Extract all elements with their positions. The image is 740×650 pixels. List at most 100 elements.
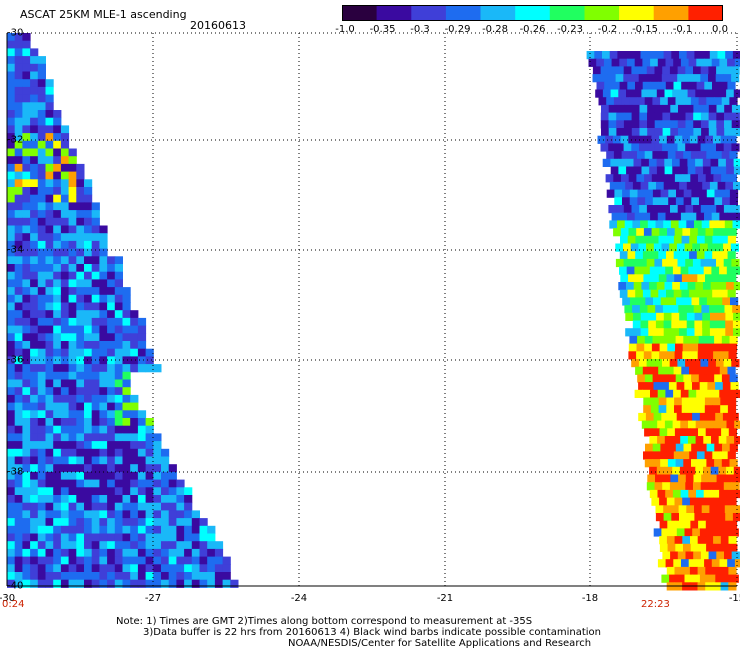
left-swath-cell bbox=[22, 264, 31, 273]
right-swath-cell bbox=[649, 420, 658, 429]
right-swath-cell bbox=[718, 466, 727, 475]
left-swath-cell bbox=[68, 179, 77, 188]
right-swath-cell bbox=[674, 405, 683, 414]
right-swath-cell bbox=[696, 289, 705, 298]
right-swath-cell bbox=[675, 459, 684, 468]
left-swath-cell bbox=[184, 495, 193, 504]
left-swath-cell bbox=[137, 425, 147, 434]
right-swath-cell bbox=[595, 89, 604, 98]
right-swath-cell bbox=[650, 251, 659, 260]
right-swath-cell bbox=[699, 382, 708, 391]
left-swath-cell bbox=[114, 279, 123, 288]
left-swath-cell bbox=[30, 487, 39, 496]
left-swath-cell bbox=[7, 63, 16, 72]
left-swath-cell bbox=[22, 348, 31, 357]
left-swath-cell bbox=[114, 433, 123, 442]
colorbar-segment bbox=[376, 5, 412, 21]
right-swath-cell bbox=[629, 151, 638, 160]
left-swath-cell bbox=[176, 525, 185, 534]
right-swath-cell bbox=[631, 112, 640, 121]
left-swath-cell bbox=[22, 217, 31, 226]
right-swath-cell bbox=[688, 81, 698, 90]
left-swath-cell bbox=[84, 448, 93, 457]
left-swath-cell bbox=[37, 541, 46, 550]
right-swath-cell bbox=[634, 389, 643, 398]
right-swath-cell bbox=[731, 551, 740, 560]
right-swath-cell bbox=[655, 51, 665, 60]
right-swath-cell bbox=[712, 235, 721, 244]
right-swath-time: 22:23 bbox=[641, 599, 670, 610]
right-swath-cell bbox=[637, 297, 646, 306]
right-swath-cell bbox=[673, 559, 682, 568]
right-swath-cell bbox=[600, 112, 609, 121]
right-swath-cell bbox=[707, 412, 716, 422]
left-swath-cell bbox=[145, 456, 154, 465]
right-swath-cell bbox=[662, 104, 671, 114]
right-swath-cell bbox=[649, 282, 658, 291]
right-swath-cell bbox=[709, 320, 718, 329]
left-swath-cell bbox=[30, 264, 39, 273]
right-swath-cell bbox=[681, 81, 690, 90]
colorbar-tick-label: -0.2 bbox=[597, 24, 618, 35]
right-swath-cell bbox=[650, 366, 659, 375]
right-swath-cell bbox=[631, 128, 640, 137]
left-swath-cell bbox=[30, 248, 39, 257]
right-swath-cell bbox=[721, 459, 730, 468]
left-swath-cell bbox=[53, 387, 62, 396]
colorbar-tick-label: 0.0 bbox=[712, 24, 728, 35]
right-swath-cell bbox=[616, 112, 625, 121]
left-swath-cell bbox=[14, 94, 23, 103]
right-swath-cell bbox=[616, 120, 625, 129]
left-swath-cell bbox=[14, 310, 23, 319]
left-swath-cell bbox=[37, 556, 46, 565]
left-swath-cell bbox=[130, 448, 139, 457]
right-swath-cell bbox=[654, 359, 663, 368]
left-swath-cell bbox=[99, 287, 108, 296]
right-swath-cell bbox=[658, 251, 667, 260]
left-swath-cell bbox=[30, 302, 39, 311]
right-swath-cell bbox=[723, 205, 733, 214]
left-swath-cell bbox=[60, 379, 70, 388]
right-swath-cell bbox=[714, 297, 723, 306]
left-swath-cell bbox=[76, 548, 85, 558]
right-swath-cell bbox=[637, 189, 646, 198]
right-swath-cell bbox=[655, 505, 664, 514]
left-swath-cell bbox=[68, 548, 77, 558]
right-swath-cell bbox=[673, 251, 682, 260]
right-swath-cell bbox=[658, 451, 667, 460]
right-swath-cell bbox=[613, 151, 623, 160]
left-swath-cell bbox=[99, 402, 108, 411]
left-swath-cell bbox=[68, 248, 77, 257]
right-swath-cell bbox=[709, 305, 718, 314]
left-swath-cell bbox=[99, 264, 108, 273]
right-swath-cell bbox=[698, 97, 707, 106]
left-swath-cell bbox=[68, 502, 77, 511]
left-swath-cell bbox=[122, 333, 131, 342]
right-swath-cell bbox=[692, 574, 701, 583]
right-swath-cell bbox=[725, 181, 734, 191]
left-swath-cell bbox=[145, 487, 154, 496]
left-swath-cell bbox=[114, 287, 123, 296]
left-swath-cell bbox=[7, 240, 16, 250]
left-swath-cell bbox=[37, 225, 46, 234]
right-swath-cell bbox=[662, 205, 671, 214]
left-swath-cell bbox=[122, 510, 131, 519]
right-swath-cell bbox=[610, 166, 619, 175]
left-swath-cell bbox=[37, 210, 46, 219]
left-swath-cell bbox=[145, 510, 154, 519]
left-swath-cell bbox=[53, 194, 62, 203]
right-swath-cell bbox=[672, 89, 681, 98]
left-swath-cell bbox=[107, 425, 116, 434]
right-swath-cell bbox=[718, 282, 727, 291]
left-swath-cell bbox=[53, 202, 62, 211]
left-swath-cell bbox=[91, 333, 100, 342]
left-swath-cell bbox=[60, 271, 70, 280]
right-swath-cell bbox=[699, 297, 708, 306]
right-swath-cell bbox=[690, 536, 699, 545]
left-swath-cell bbox=[53, 341, 62, 350]
left-swath-cell bbox=[161, 456, 170, 465]
right-swath-cell bbox=[682, 135, 691, 144]
right-swath-cell bbox=[676, 243, 686, 252]
left-swath-cell bbox=[60, 441, 70, 450]
right-swath-cell bbox=[631, 359, 640, 368]
